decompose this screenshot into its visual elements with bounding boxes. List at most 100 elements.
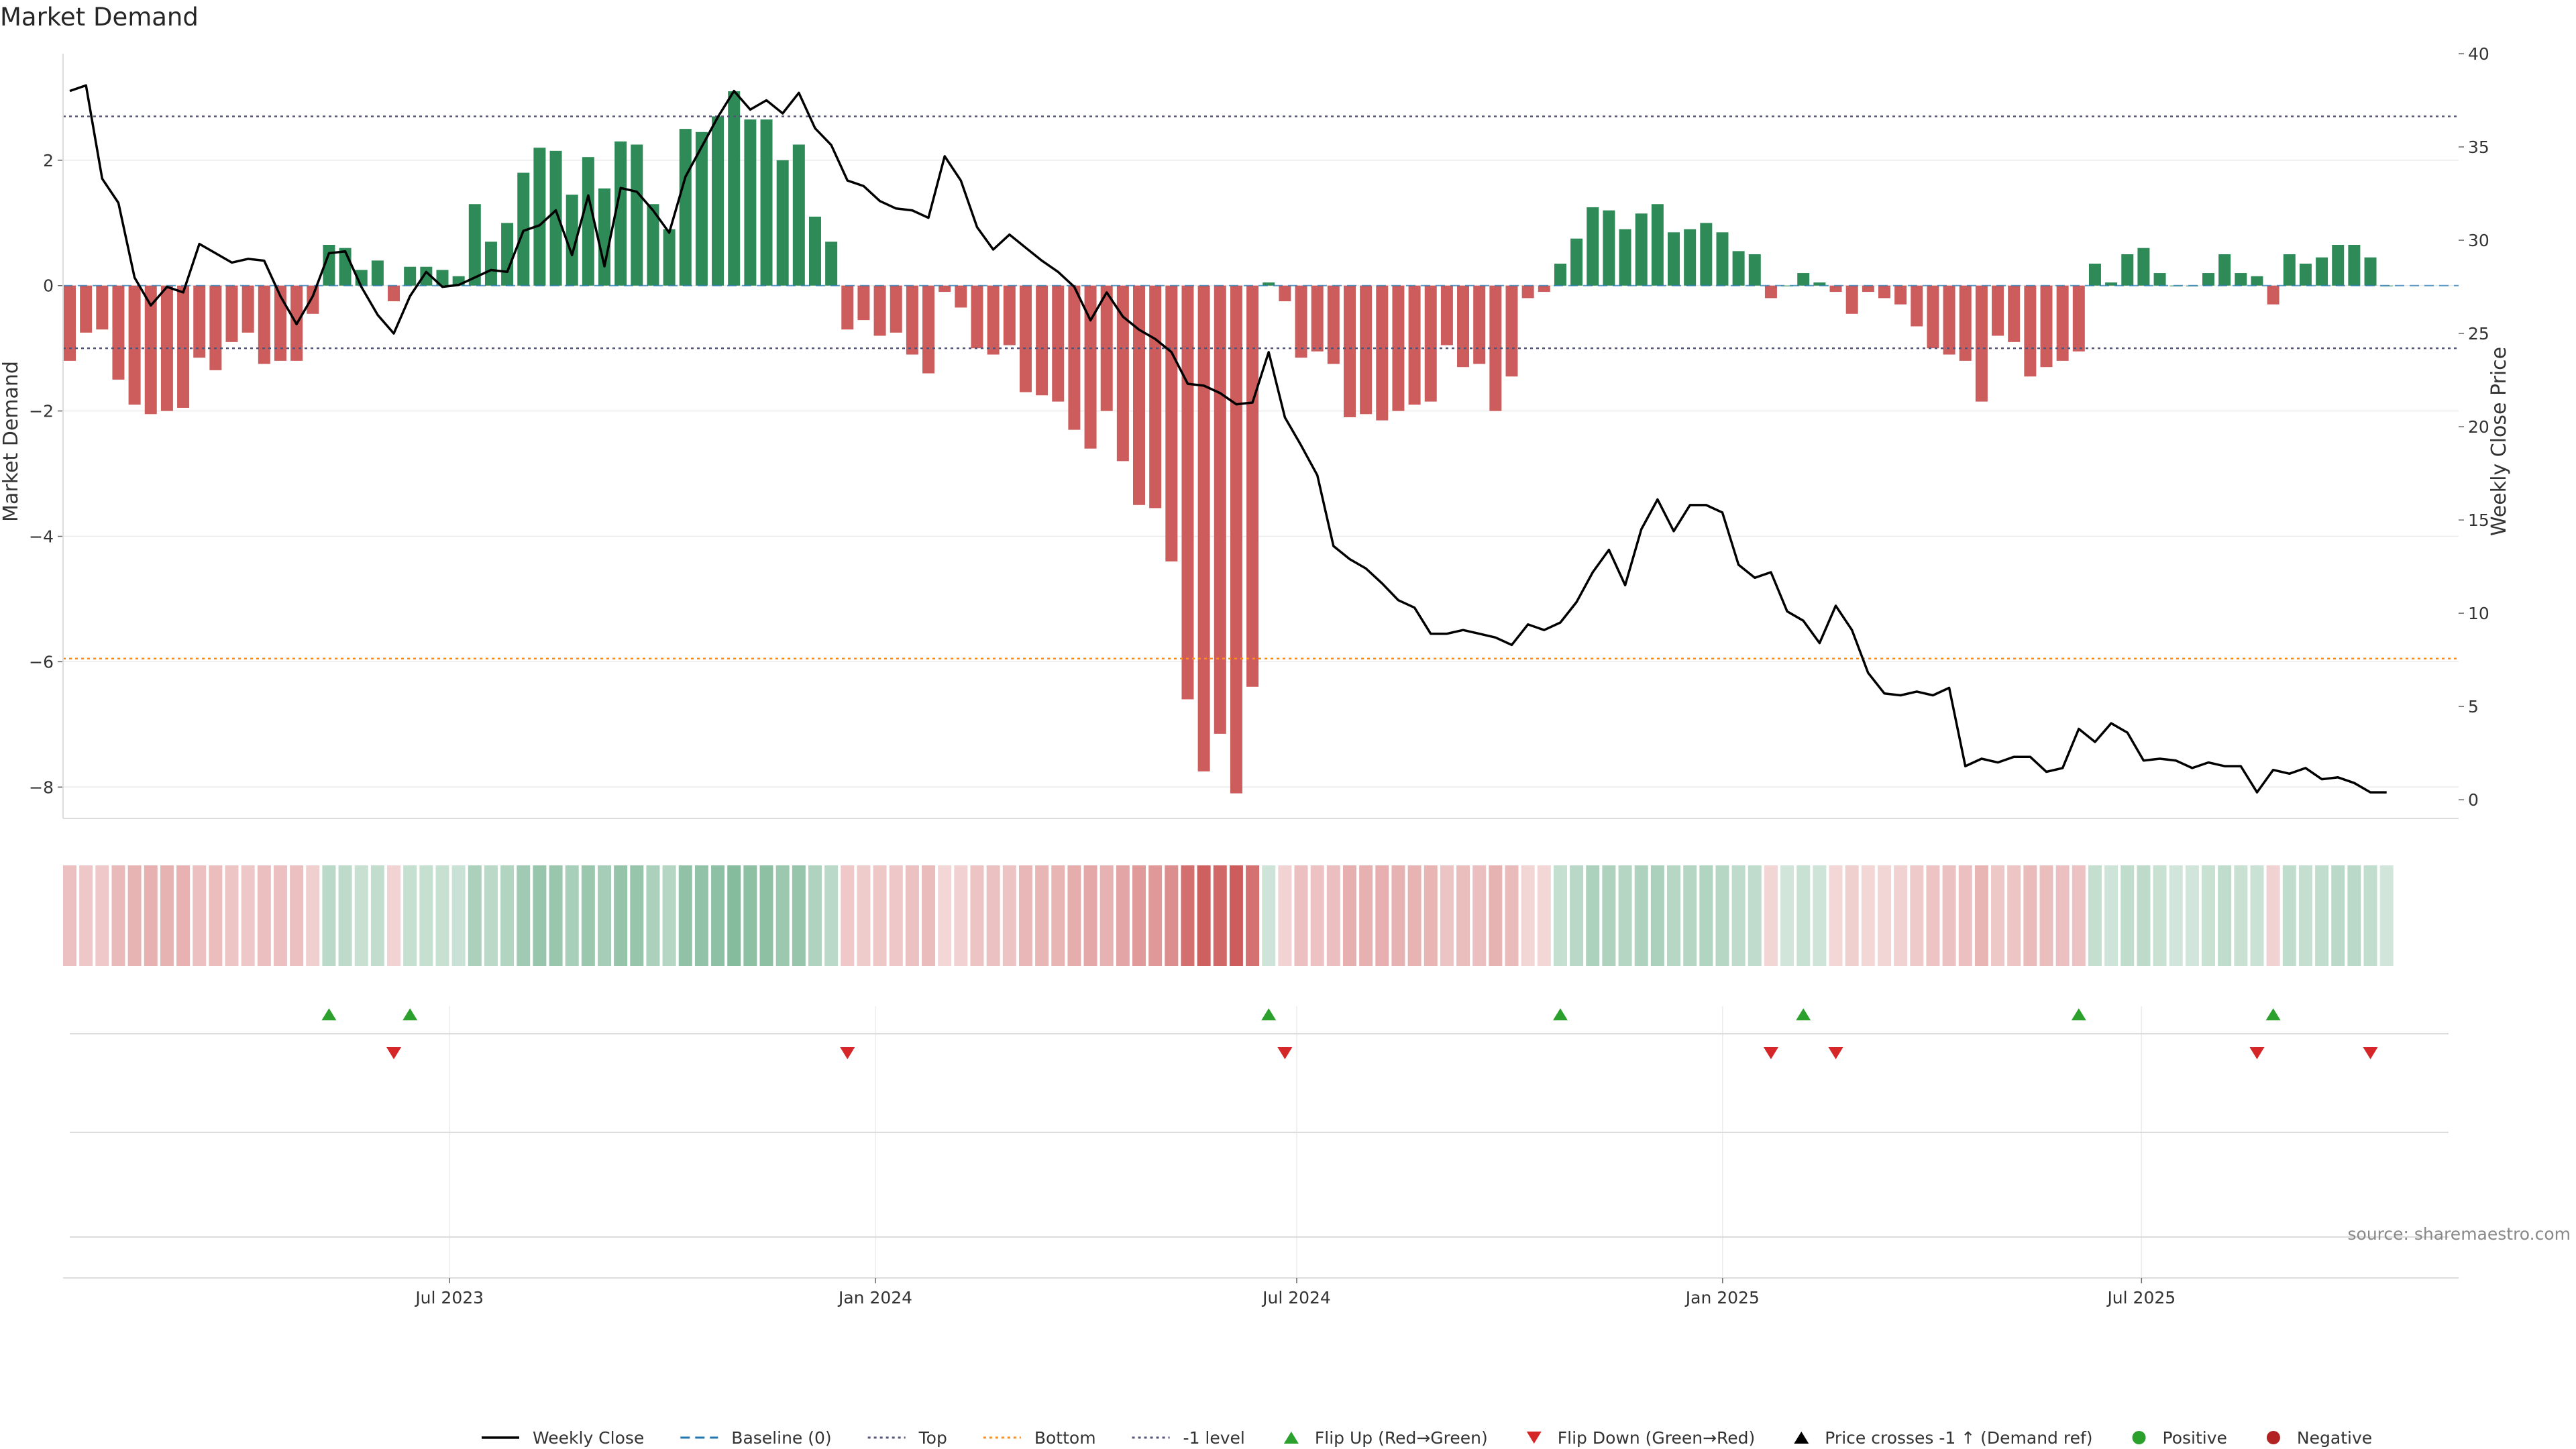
heat-cell xyxy=(1650,865,1664,966)
legend-item-flip-up: Flip Up (Red→Green) xyxy=(1283,1428,1488,1448)
heat-cell xyxy=(1570,865,1584,966)
legend-item-bottom: Bottom xyxy=(983,1428,1096,1448)
heat-cell xyxy=(662,865,676,966)
heat-cell xyxy=(1116,865,1130,966)
heat-cell xyxy=(922,865,936,966)
legend-item-baseline: Baseline (0) xyxy=(680,1428,832,1448)
legend-swatch xyxy=(1526,1432,1542,1444)
y-tick-label: −4 xyxy=(29,527,54,547)
demand-bar xyxy=(1668,232,1680,286)
legend-label: Price crosses -1 ↑ (Demand ref) xyxy=(1825,1428,2092,1448)
heat-cell xyxy=(95,865,109,966)
heat-cell xyxy=(694,865,708,966)
heat-cell xyxy=(873,865,887,966)
demand-bar xyxy=(1440,285,1453,345)
demand-bar xyxy=(404,266,417,286)
flip-up-marker xyxy=(1261,1008,1277,1020)
demand-bar xyxy=(744,119,757,286)
heat-cell xyxy=(2088,865,2102,966)
legend-item-neg1: -1 level xyxy=(1132,1428,1245,1448)
demand-bar xyxy=(436,270,449,286)
flip-up-marker xyxy=(402,1008,418,1020)
heat-cell xyxy=(1148,865,1163,966)
y2-tick-label: 40 xyxy=(2468,44,2489,64)
heat-cell xyxy=(225,865,239,966)
demand-bar xyxy=(695,131,708,286)
demand-bar xyxy=(1619,229,1631,286)
heat-cell xyxy=(1683,865,1697,966)
y-tick-label: −2 xyxy=(29,402,54,421)
heat-cell xyxy=(1537,865,1551,966)
demand-bar xyxy=(307,285,319,314)
y2-tick-label: 20 xyxy=(2468,417,2489,437)
legend-label: Negative xyxy=(2297,1428,2372,1448)
heat-cell xyxy=(2169,865,2183,966)
heat-cell xyxy=(451,865,466,966)
heat-cell xyxy=(1926,865,1940,966)
demand-bar xyxy=(241,285,254,333)
x-tick-label: Jul 2025 xyxy=(2106,1288,2176,1307)
legend-swatch xyxy=(2266,1431,2280,1444)
heat-cell xyxy=(370,865,384,966)
demand-bar xyxy=(1878,285,1890,299)
heat-cell xyxy=(1521,865,1535,966)
demand-bar xyxy=(112,285,125,380)
demand-bar xyxy=(128,285,141,405)
heat-cell xyxy=(144,865,158,966)
demand-bar xyxy=(225,285,238,342)
heat-cell xyxy=(1877,865,1891,966)
legend-item-weekly-close: Weekly Close xyxy=(482,1428,644,1448)
heat-cell xyxy=(1910,865,1924,966)
flip-down-marker xyxy=(1763,1047,1778,1059)
heat-cell xyxy=(2250,865,2264,966)
y2-tick-label: 30 xyxy=(2468,231,2489,250)
heat-cell xyxy=(1181,865,1195,966)
gridlines xyxy=(63,160,2459,1278)
heat-cell xyxy=(127,865,142,966)
heat-cell xyxy=(1359,865,1373,966)
demand-bar xyxy=(64,285,76,361)
heat-cell xyxy=(2072,865,2086,966)
heat-cell xyxy=(1375,865,1389,966)
demand-bar xyxy=(1116,285,1129,462)
demand-bar xyxy=(1764,285,1777,299)
demand-bar xyxy=(2056,285,2069,361)
heat-cell xyxy=(938,865,952,966)
price-line-layer xyxy=(69,84,2387,794)
demand-bar xyxy=(1052,285,1065,402)
heat-cell xyxy=(1456,865,1470,966)
demand-bar xyxy=(679,129,692,286)
heat-cell xyxy=(2218,865,2232,966)
demand-bar xyxy=(420,266,433,286)
demand-bar xyxy=(144,285,157,415)
heat-cell xyxy=(322,865,336,966)
heat-cell xyxy=(484,865,498,966)
demand-bar xyxy=(2316,257,2328,286)
demand-bar xyxy=(776,160,789,286)
source-note: source: sharemaestro.com xyxy=(2348,1224,2571,1244)
demand-bar xyxy=(1197,285,1210,771)
demand-bar xyxy=(582,157,594,286)
heat-cell xyxy=(1083,865,1097,966)
heat-cell xyxy=(2347,865,2361,966)
heat-cell xyxy=(257,865,271,966)
demand-bar xyxy=(2121,254,2134,286)
legend-item-flip-down: Flip Down (Green→Red) xyxy=(1526,1428,1756,1448)
heat-cell xyxy=(435,865,449,966)
legend-swatch xyxy=(1794,1432,1809,1444)
flip-up-marker xyxy=(1552,1008,1568,1020)
heat-cell xyxy=(338,865,352,966)
flip-down-marker xyxy=(1828,1047,1843,1059)
demand-bar xyxy=(1911,285,1923,327)
flip-up-marker xyxy=(2265,1008,2281,1020)
legend-label: Flip Down (Green→Red) xyxy=(1558,1428,1756,1448)
demand-bar xyxy=(2283,254,2296,286)
demand-bar xyxy=(1748,254,1761,286)
flip-down-marker xyxy=(1277,1047,1293,1059)
demand-bar xyxy=(1959,285,1972,361)
heat-cell xyxy=(1731,865,1746,966)
heat-cell xyxy=(1326,865,1340,966)
demand-bar xyxy=(1862,285,1874,292)
demand-bar xyxy=(323,245,335,286)
demand-bar xyxy=(193,285,206,358)
